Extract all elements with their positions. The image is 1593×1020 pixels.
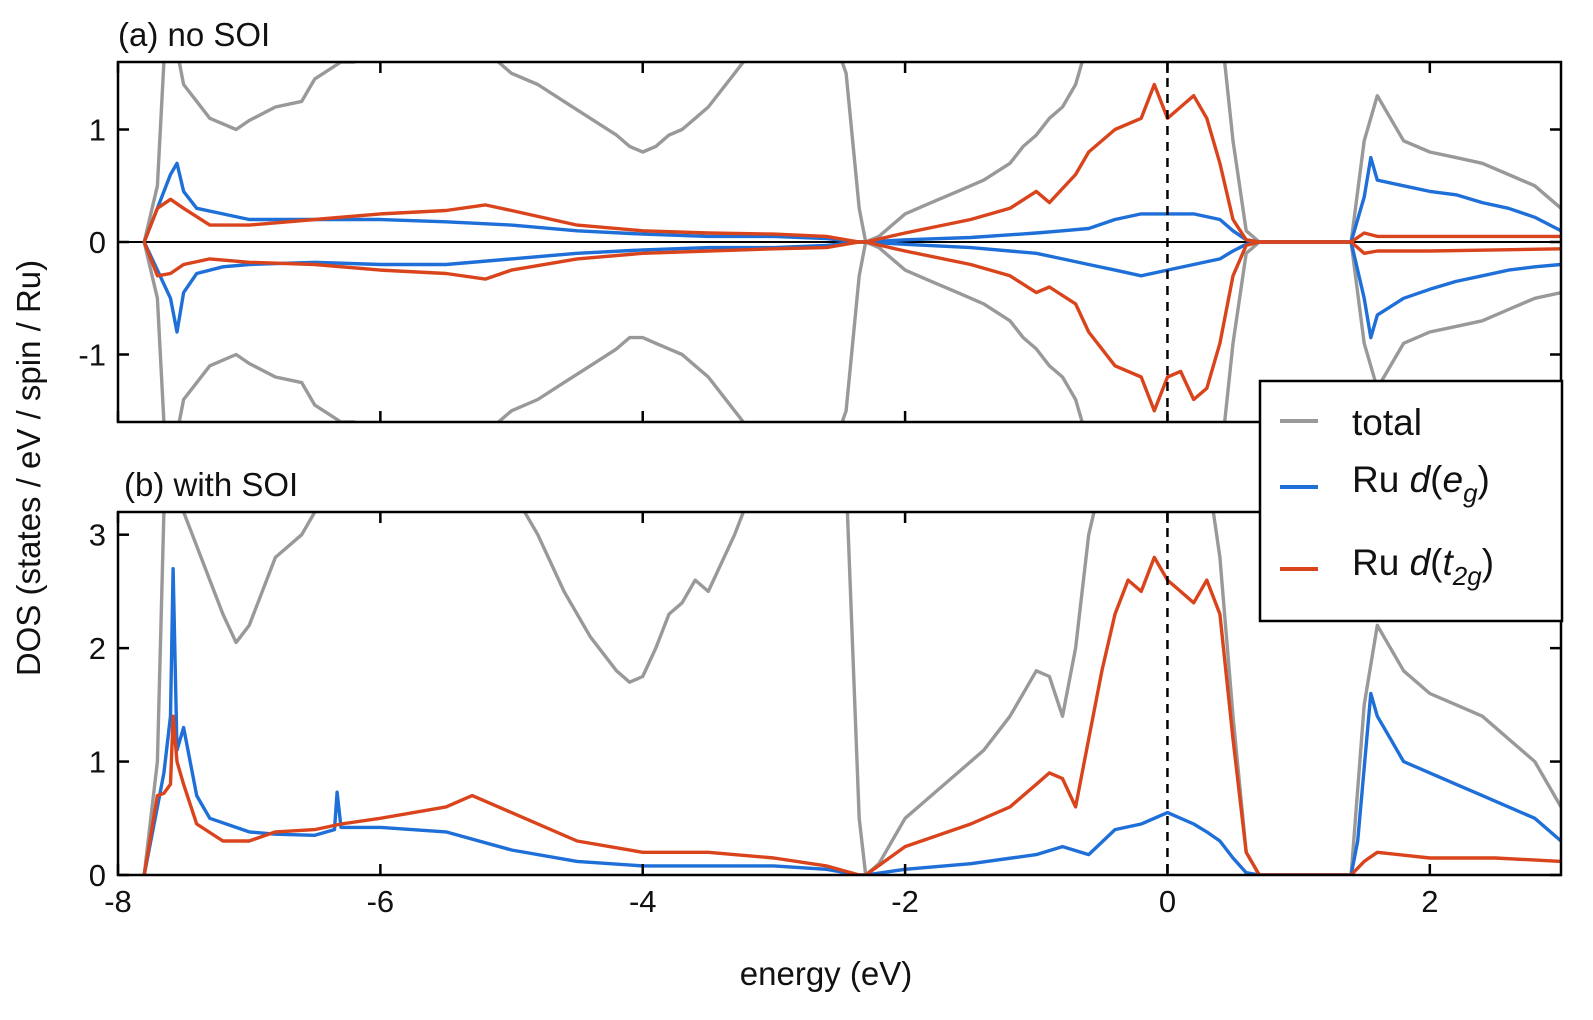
series-ru-d-e-g-spin-up-line [142,155,1561,244]
y-tick-label: 1 [89,113,106,148]
panel-a-frame [116,60,1563,424]
x-tick-label: -2 [891,884,919,919]
x-tick-label: -8 [104,884,132,919]
legend-label-total: total [1352,402,1422,443]
legend: total Ru d(eg) Ru d(t2g) [1258,379,1564,623]
legend-ru-eg-d: d [1410,459,1432,500]
legend-ru-t2g-prefix: Ru [1352,542,1410,583]
series-total-spin-up-line [142,62,1561,244]
x-tick-label: 2 [1421,884,1438,919]
panel-b-frame [116,510,1563,877]
panel-a-title: (a) no SOI [118,16,270,53]
legend-ru-eg-open: ( [1430,459,1443,500]
legend-ru-t2g-close: ) [1482,542,1494,583]
y-tick-label: 1 [89,745,106,780]
panel-b: -8 -6 -4 -2 0 2 0 1 2 3 (b) with SOI [89,466,1563,919]
legend-ru-t2g-open: ( [1430,542,1443,583]
panel-a-ticks: -1 0 1 [78,62,1561,422]
legend-label-ru-eg: Ru d(eg) [1352,459,1490,508]
legend-ru-eg-prefix: Ru [1352,459,1410,500]
y-tick-label: 0 [89,858,106,893]
legend-ru-eg-close: ) [1478,459,1490,500]
x-tick-label: 0 [1159,884,1176,919]
legend-ru-eg-var: e [1442,459,1463,500]
x-axis-label: energy (eV) [740,955,912,992]
panel-b-title: (b) with SOI [124,466,298,503]
y-tick-label: 3 [89,518,106,553]
legend-ru-t2g-var: t [1442,542,1454,583]
y-tick-label: -1 [78,338,106,373]
panel-b-curves [142,512,1561,875]
panel-a-curves [118,62,1561,422]
legend-label-ru-t2g: Ru d(t2g) [1352,542,1494,591]
series-ru-d-e-g-spin-down-line [142,240,1561,340]
legend-ru-t2g-d: d [1410,542,1432,583]
y-axis-label: DOS (states / eV / spin / Ru) [10,260,47,676]
y-tick-label: 0 [89,225,106,260]
legend-ru-t2g-sub: 2g [1452,561,1482,591]
x-tick-label: -6 [367,884,395,919]
series-ru-d-e-g-line [142,567,1561,875]
legend-ru-eg-sub: g [1463,478,1478,508]
panel-a: -1 0 1 (a) no SOI [78,16,1563,424]
series-ru-d-t-2g-spin-down-line [142,240,1561,413]
series-ru-d-t-2g-line [142,555,1561,875]
y-tick-label: 2 [89,631,106,666]
x-tick-label: -4 [629,884,657,919]
